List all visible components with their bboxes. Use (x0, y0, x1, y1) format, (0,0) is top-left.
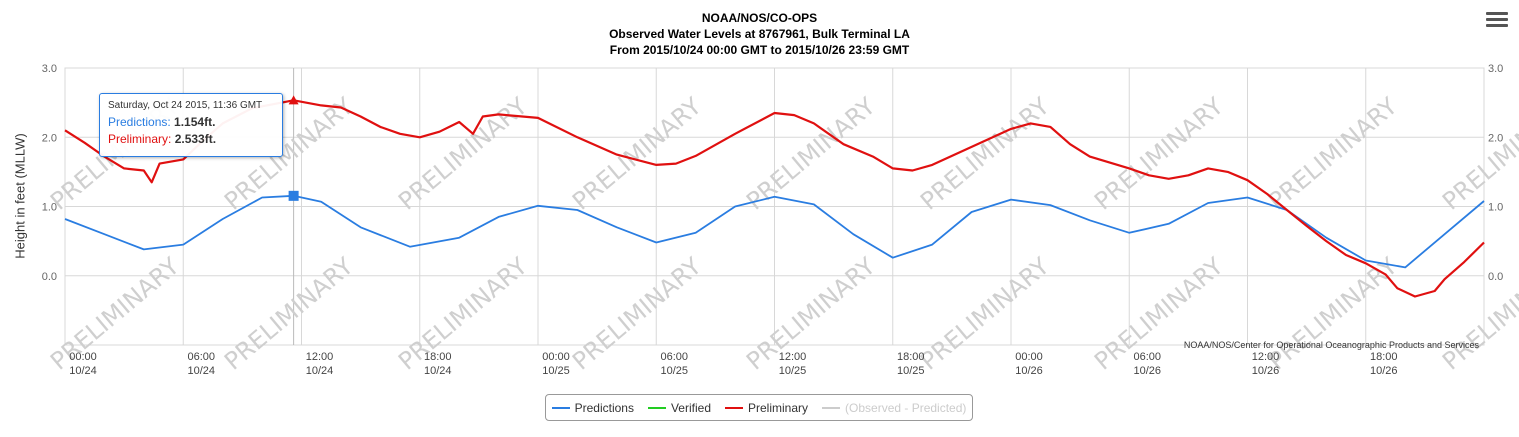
x-tick-label-time: 06:00 (660, 351, 688, 363)
tick-layer: 3.0 3.0 2.0 2.0 1.0 1.0 0.0 0.0 00:00 10/24 06:00 1… (42, 63, 1504, 377)
x-tick-label-date: 10/24 (424, 365, 452, 377)
watermark-text: PRELIMINARY (1437, 92, 1519, 216)
hamburger-icon-bar (1486, 18, 1508, 21)
y-tick-label-left: 0.0 (42, 271, 57, 283)
watermark-text: PRELIMINARY (393, 92, 533, 216)
tooltip-preliminary-row: Preliminary: 2.533ft. (108, 131, 274, 148)
x-tick-label-time: 00:00 (69, 351, 97, 363)
legend-swatch-preliminary (725, 406, 743, 409)
watermark-text: PRELIMINARY (1263, 92, 1403, 216)
x-tick-label-date: 10/25 (779, 365, 807, 377)
x-tick-label-time: 18:00 (897, 351, 925, 363)
x-tick-label-time: 12:00 (779, 351, 807, 363)
x-tick-label-time: 00:00 (542, 351, 570, 363)
y-axis-label-text: Height in feet (MLLW) (12, 133, 28, 259)
x-tick-label-time: 06:00 (1133, 351, 1161, 363)
chart-title-line-3: From 2015/10/24 00:00 GMT to 2015/10/26 … (609, 43, 910, 57)
chart-title-line-1: NOAA/NOS/CO-OPS (701, 11, 818, 25)
x-tick-label-date: 10/26 (1370, 365, 1398, 377)
marker-predictions (288, 190, 299, 201)
y-tick-label-left: 3.0 (42, 63, 57, 75)
x-tick-label-time: 12:00 (1252, 351, 1280, 363)
legend-item-preliminary[interactable]: Preliminary (725, 401, 808, 415)
watermark-text: PRELIMINARY (567, 92, 707, 216)
legend-item-predictions[interactable]: Predictions (551, 400, 634, 415)
legend-item-verified[interactable]: Verified (647, 400, 711, 415)
y-tick-label-left: 1.0 (42, 202, 57, 214)
legend-swatch-verified (647, 406, 666, 409)
y-tick-label-left: 2.0 (42, 132, 57, 144)
y-tick-label-right: 0.0 (1488, 271, 1503, 283)
x-tick-label-date: 10/24 (69, 365, 97, 377)
watermark-text: PRELIMINARY (1437, 252, 1519, 376)
tooltip-predictions-row: Predictions: 1.154ft. (108, 114, 274, 131)
tooltip-preliminary-label: Preliminary: (108, 132, 172, 146)
x-tick-label-date: 10/26 (1133, 365, 1161, 377)
hamburger-icon-bar (1486, 12, 1508, 15)
credit-text: NOAA/NOS/Center for Operational Oceanogr… (1183, 340, 1479, 350)
x-tick-label-date: 10/26 (1015, 365, 1043, 377)
x-tick-label-time: 18:00 (424, 351, 452, 363)
y-tick-label-right: 3.0 (1488, 63, 1503, 75)
tooltip-predictions-value: 1.154ft. (174, 115, 216, 129)
x-tick-label-date: 10/25 (660, 365, 688, 377)
legend-item-observed-minus-predicted[interactable]: (Observed - Predicted) (822, 401, 966, 415)
x-tick-label-date: 10/26 (1252, 365, 1280, 377)
y-tick-label-right: 1.0 (1488, 202, 1503, 214)
chart-title: NOAA/NOS/CO-OPS Observed Water Levels at… (0, 10, 1519, 58)
x-tick-label-date: 10/24 (306, 365, 334, 377)
hamburger-icon-bar (1486, 24, 1508, 27)
legend-label-verified: Verified (670, 400, 711, 415)
chart-title-line-2: Observed Water Levels at 8767961, Bulk T… (609, 27, 910, 41)
chart-tooltip: Saturday, Oct 24 2015, 11:36 GMT Predict… (99, 93, 283, 157)
tooltip-predictions-label: Predictions: (108, 115, 171, 129)
chart-menu-button[interactable] (1486, 12, 1508, 30)
legend-swatch-observed-minus-predicted (822, 406, 841, 409)
watermark-text: PRELIMINARY (741, 252, 881, 376)
legend-label-preliminary: Preliminary (748, 400, 809, 415)
grid-layer (64, 67, 1485, 346)
watermark-text: PRELIMINARY (219, 252, 359, 376)
watermark-text: PRELIMINARY (741, 92, 881, 216)
legend-swatch-predictions (551, 406, 570, 409)
tooltip-preliminary-value: 2.533ft. (174, 132, 217, 146)
y-tick-label-right: 2.0 (1488, 132, 1503, 144)
x-tick-label-time: 18:00 (1370, 351, 1398, 363)
x-tick-label-date: 10/25 (542, 365, 570, 377)
legend-label-predictions: Predictions (574, 400, 634, 415)
watermark-text: PRELIMINARY (393, 252, 533, 376)
chart-legend: Predictions Verified Preliminary (Observ… (545, 394, 973, 421)
tooltip-date: Saturday, Oct 24 2015, 11:36 GMT (108, 100, 263, 111)
x-tick-label-time: 06:00 (187, 351, 215, 363)
marker-preliminary (288, 95, 299, 105)
watermark-text: PRELIMINARY (1089, 92, 1229, 216)
x-tick-label-time: 00:00 (1015, 351, 1043, 363)
watermark-text: PRELIMINARY (45, 252, 185, 376)
legend-label-observed-minus-predicted: (Observed - Predicted) (845, 400, 967, 415)
x-tick-label-time: 12:00 (306, 351, 334, 363)
x-tick-label-date: 10/24 (187, 365, 215, 377)
x-tick-label-date: 10/25 (897, 365, 925, 377)
watermark-text: PRELIMINARY (915, 92, 1055, 216)
